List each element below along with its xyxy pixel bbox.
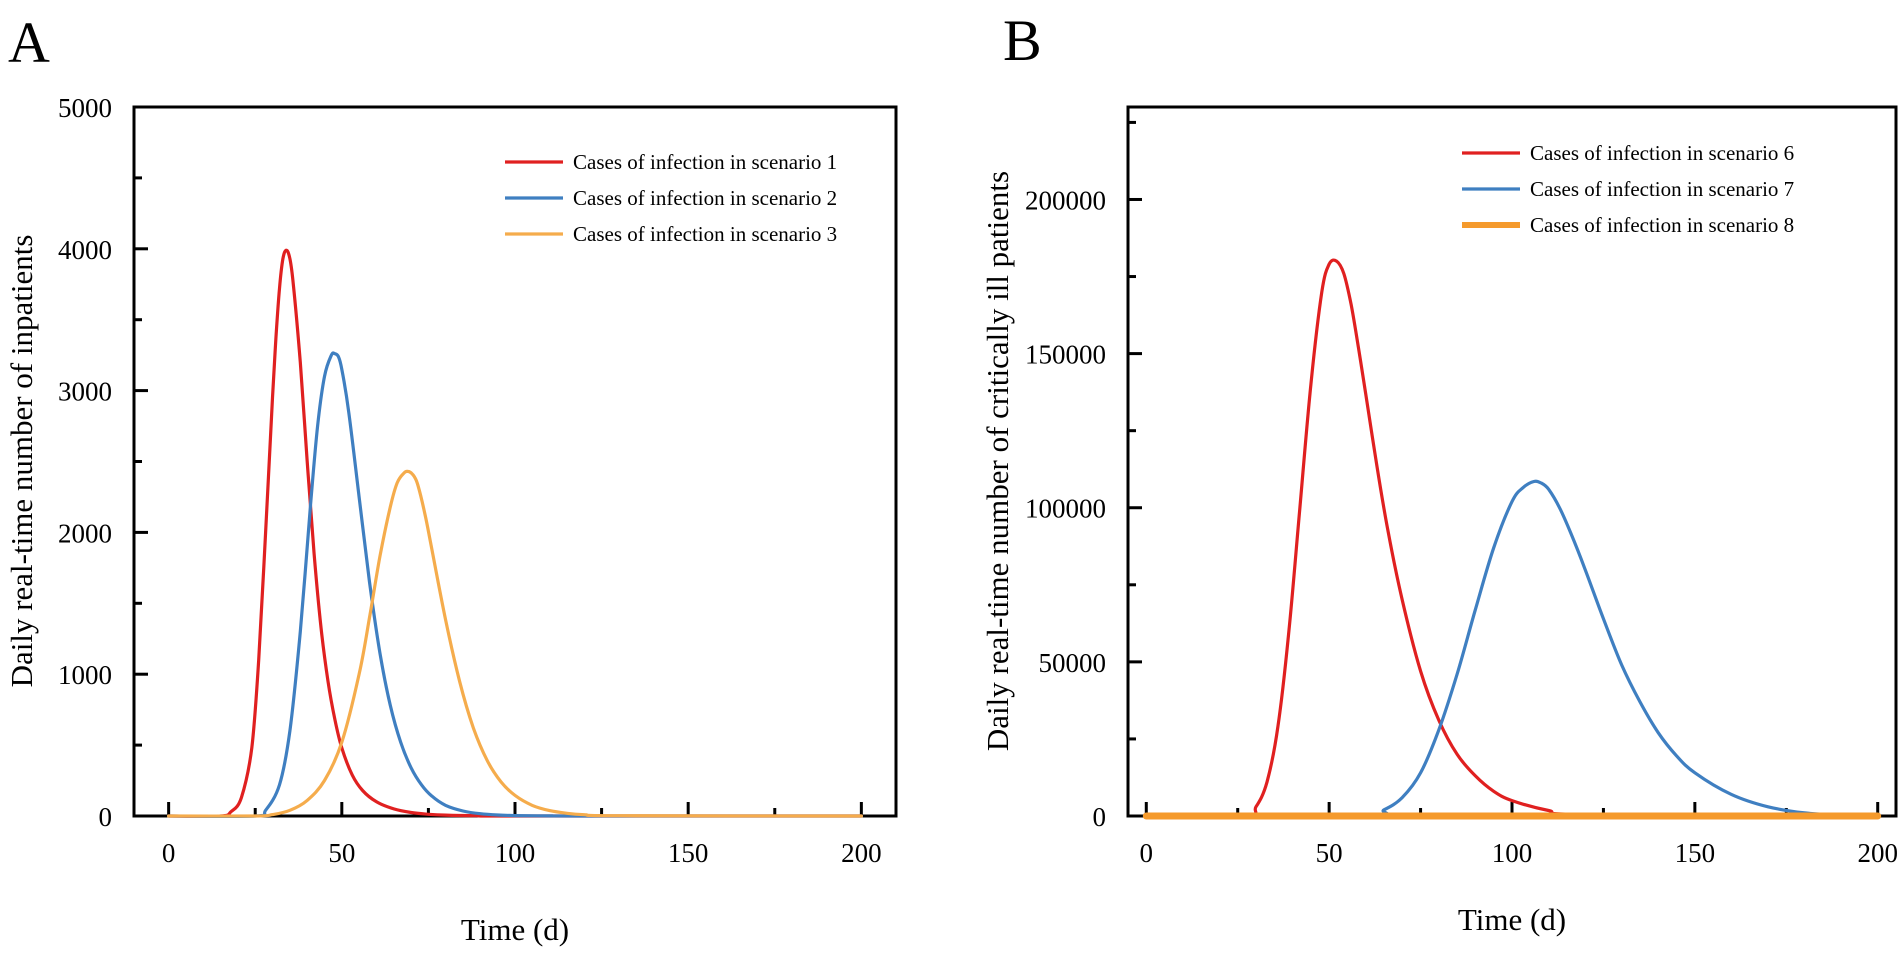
panel-b-x-tick-label: 200 (1857, 838, 1898, 868)
panel-b-y-tick-label: 0 (1093, 802, 1107, 832)
panel-b-legend-label: Cases of infection in scenario 7 (1530, 177, 1794, 201)
panel-b-letter: B (1003, 8, 1042, 73)
panel-b-x-tick-label: 50 (1316, 838, 1343, 868)
panel-a-legend: Cases of infection in scenario 1 Cases of… (505, 150, 837, 246)
panel-a-x-tick-label: 100 (495, 838, 536, 868)
panel-a-y-tick-label: 5000 (58, 93, 112, 123)
panel-a-y-tick-label: 3000 (58, 377, 112, 407)
panel-b-x-tick-label: 100 (1492, 838, 1533, 868)
panel-b-legend: Cases of infection in scenario 6 Cases of… (1462, 141, 1794, 237)
panel-a-legend-label: Cases of infection in scenario 3 (573, 222, 837, 246)
panel-b-x-tick-label: 0 (1140, 838, 1154, 868)
panel-b-y-tick-label: 200000 (1025, 185, 1106, 215)
panel-b-series-line-1 (1144, 258, 1880, 819)
panel-a-plot-frame (132, 105, 898, 818)
panel-a-y-tick-label: 1000 (58, 660, 112, 690)
panel-a-y-tick-label: 0 (99, 802, 113, 832)
panel-b-x-tick-label: 150 (1675, 838, 1716, 868)
panel-b: B 0 50 100 150 200 0 50000 100000 150000 200000 C… (980, 8, 1898, 937)
panel-b-x-axis-title: Time (d) (1458, 902, 1566, 937)
panel-a-letter: A (8, 10, 50, 75)
panel-b-series-line-2 (1144, 479, 1880, 819)
panel-a-series (167, 248, 863, 818)
panel-a-legend-label: Cases of infection in scenario 1 (573, 150, 837, 174)
panel-b-y-tick-label: 100000 (1025, 494, 1106, 524)
panel-a-series-line-3 (167, 469, 863, 818)
panel-a-legend-label: Cases of infection in scenario 2 (573, 186, 837, 210)
panel-a-series-line-2 (167, 351, 863, 818)
panel-b-series (1142, 258, 1882, 820)
panel-a-x-tick-label: 200 (841, 838, 882, 868)
panel-a-y-tick-label: 2000 (58, 518, 112, 548)
panel-b-y-tick-label: 150000 (1025, 340, 1106, 370)
panel-a-series-line-1 (167, 248, 863, 818)
panel-b-y-axis-title: Daily real-time number of critically ill… (980, 171, 1015, 751)
panel-a-y-axis-title: Daily real-time number of inpatients (4, 235, 39, 688)
panel-b-legend-label: Cases of infection in scenario 8 (1530, 213, 1794, 237)
panel-a-y-tick-label: 4000 (58, 235, 112, 265)
panel-b-legend-label: Cases of infection in scenario 6 (1530, 141, 1794, 165)
panel-a-x-tick-label: 0 (162, 838, 176, 868)
panel-a-x-tick-label: 50 (328, 838, 355, 868)
panel-b-y-tick-label: 50000 (1039, 648, 1107, 678)
panel-a-x-axis-title: Time (d) (461, 912, 569, 947)
panel-a-x-tick-label: 150 (668, 838, 709, 868)
